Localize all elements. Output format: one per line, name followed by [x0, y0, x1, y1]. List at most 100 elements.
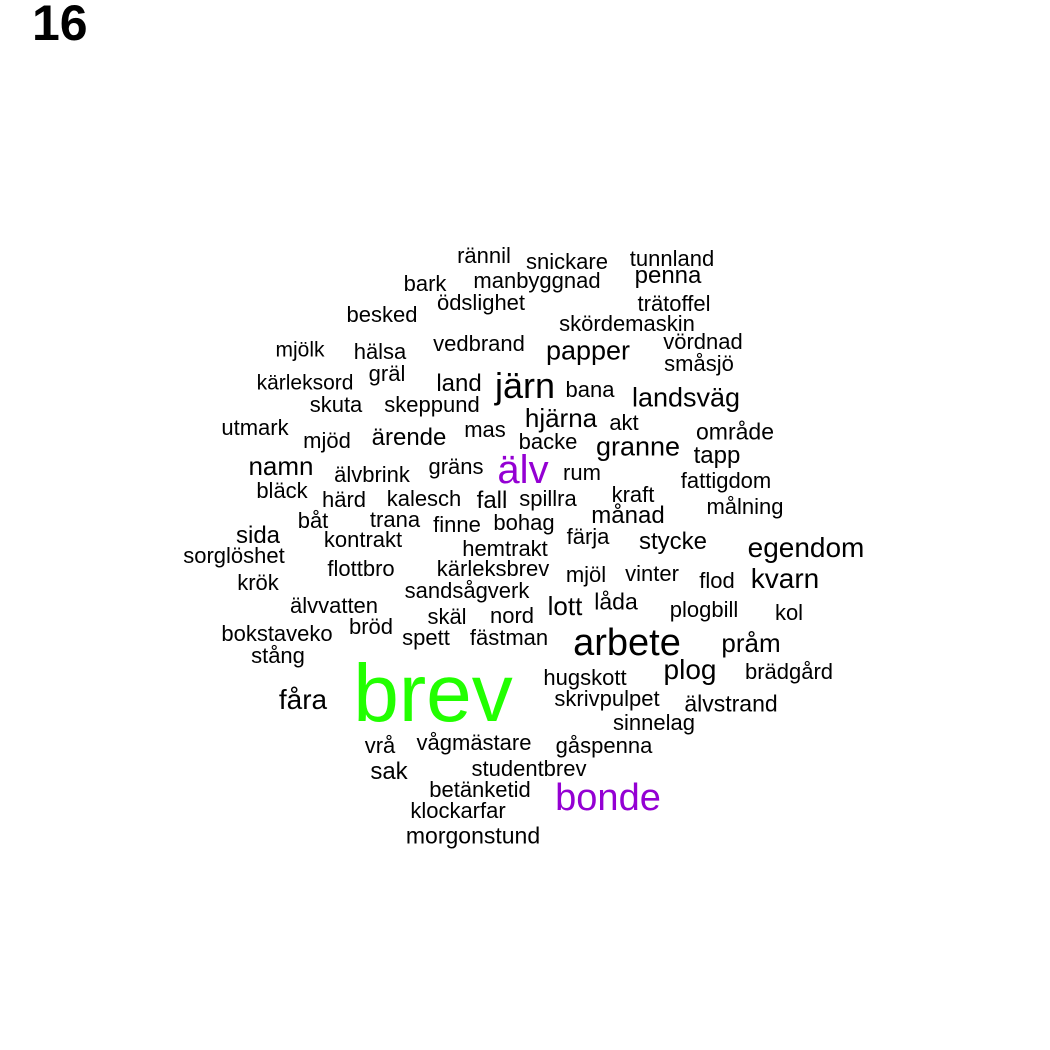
word-1: älv	[497, 448, 549, 492]
word-15: lott	[547, 591, 583, 621]
word-54: kärleksord	[256, 371, 354, 395]
word-29: morgonstund	[405, 822, 541, 849]
word-96: studentbrev	[471, 756, 587, 781]
word-79: kärleksbrev	[436, 556, 550, 581]
word-73: bohag	[493, 510, 555, 535]
panel-label: 16	[32, 0, 88, 51]
word-7: plog	[663, 654, 717, 685]
word-14: pråm	[721, 628, 781, 658]
word-47: trätoffel	[637, 291, 711, 316]
word-56: bana	[565, 377, 615, 402]
word-9: landsväg	[631, 382, 741, 413]
word-6: kvarn	[750, 563, 820, 594]
word-68: kalesch	[386, 486, 462, 511]
word-57: skuta	[309, 392, 363, 417]
word-19: sak	[370, 758, 408, 785]
word-76: hemtrakt	[462, 536, 548, 561]
word-50: skördemaskin	[559, 311, 695, 336]
word-88: spett	[402, 625, 450, 650]
word-45: snickare	[526, 249, 608, 274]
word-70: båt	[297, 508, 329, 533]
word-27: älvstrand	[684, 690, 778, 717]
word-16: stycke	[638, 528, 708, 555]
word-2: bonde	[555, 777, 661, 819]
word-66: bläck	[256, 478, 308, 503]
word-53: mjölk	[275, 338, 325, 362]
word-95: gåspenna	[555, 733, 653, 758]
word-43: manbyggnad	[473, 268, 601, 293]
word-93: vrå	[364, 733, 396, 758]
word-55: gräl	[368, 361, 406, 386]
word-97: betänketid	[429, 777, 531, 802]
word-84: plogbill	[669, 597, 739, 622]
word-69: spillra	[519, 486, 577, 511]
word-10: papper	[545, 335, 631, 366]
word-32: hälsa	[353, 339, 407, 364]
word-71: trana	[369, 507, 421, 532]
word-49: besked	[346, 302, 418, 327]
word-59: mas	[464, 417, 506, 442]
word-82: sandsågverk	[404, 578, 530, 603]
word-35: fästman	[469, 625, 549, 650]
word-24: ärende	[371, 424, 447, 451]
word-58: skeppund	[384, 392, 480, 417]
word-61: backe	[518, 429, 578, 454]
word-38: kraft	[611, 482, 655, 507]
word-5: egendom	[747, 532, 865, 563]
word-13: hjärna	[524, 403, 598, 433]
word-33: hugskott	[543, 665, 627, 690]
word-85: kol	[774, 600, 804, 625]
word-4: järn	[494, 365, 556, 406]
word-3: arbete	[573, 622, 681, 664]
word-75: sorglöshet	[183, 543, 285, 568]
word-34: nord	[489, 603, 535, 628]
word-72: finne	[433, 512, 481, 537]
word-40: utmark	[221, 415, 289, 440]
word-23: tapp	[693, 442, 741, 469]
word-20: land	[436, 370, 482, 397]
word-21: penna	[634, 262, 702, 289]
word-39: mjöd	[303, 428, 351, 453]
word-77: krök	[237, 570, 279, 595]
word-52: småsjö	[664, 351, 734, 376]
word-11: granne	[595, 431, 681, 462]
word-22: fall	[476, 487, 508, 514]
word-17: sida	[235, 522, 281, 549]
word-28: skäl	[427, 604, 467, 629]
word-63: gräns	[428, 454, 484, 479]
word-25: område	[696, 418, 774, 445]
word-78: flottbro	[327, 556, 395, 581]
word-48: ödslighet	[436, 290, 526, 315]
word-0: brev	[353, 648, 513, 739]
word-65: fattigdom	[680, 468, 772, 493]
word-36: klockarfar	[410, 798, 506, 823]
word-87: bröd	[348, 614, 394, 639]
word-37: vinter	[625, 561, 679, 586]
word-91: skrivpulpet	[554, 686, 660, 711]
word-62: älvbrink	[334, 462, 410, 487]
word-12: namn	[248, 451, 314, 481]
word-74: färja	[566, 524, 610, 549]
word-80: mjöl	[565, 562, 607, 587]
word-60: akt	[609, 410, 639, 435]
word-94: vågmästare	[416, 730, 532, 755]
word-90: brädgård	[744, 659, 834, 684]
word-8: fåra	[278, 684, 328, 715]
word-42: vedbrand	[433, 331, 525, 356]
word-83: älvvatten	[289, 593, 379, 618]
word-51: vördnad	[663, 329, 743, 354]
word-18: månad	[591, 502, 665, 529]
word-64: rum	[563, 460, 601, 485]
word-46: tunnland	[629, 246, 715, 271]
word-89: stång	[251, 643, 305, 668]
word-41: bark	[403, 271, 447, 296]
word-26: låda	[594, 588, 638, 615]
word-92: sinnelag	[613, 710, 695, 735]
word-31: målning	[706, 494, 784, 519]
word-44: rännil	[457, 243, 511, 268]
word-67: härd	[321, 487, 367, 512]
word-81: flod	[699, 568, 735, 593]
word-30: kontrakt	[323, 527, 403, 552]
word-86: bokstaveko	[221, 621, 333, 646]
